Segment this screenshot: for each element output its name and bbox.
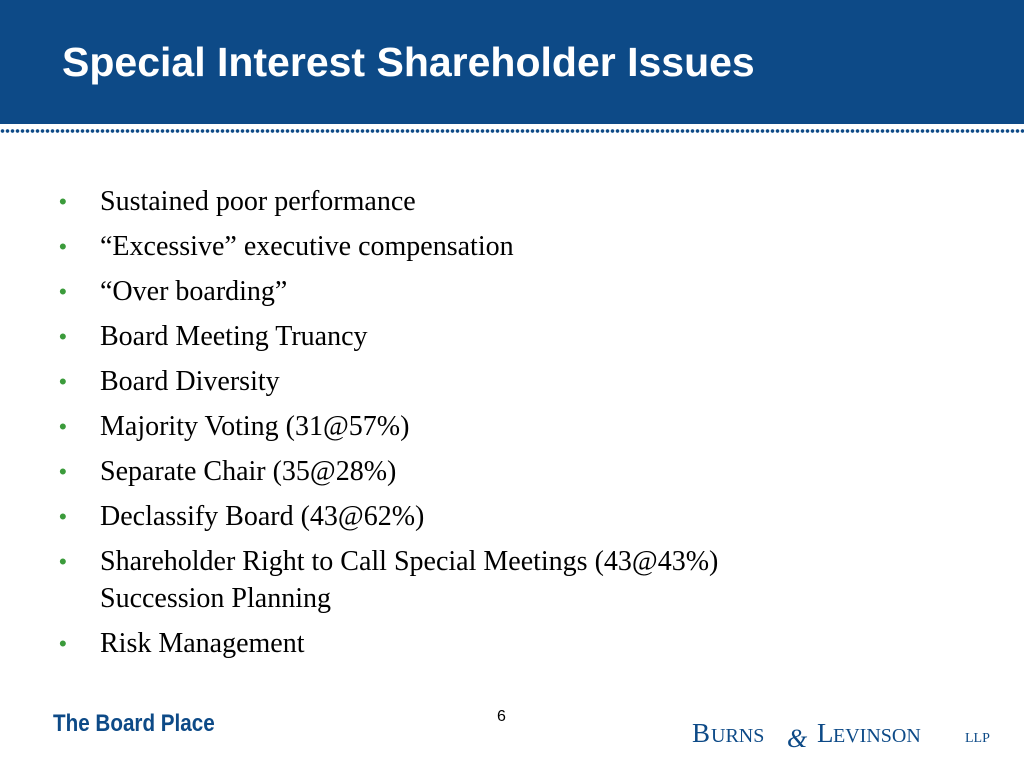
bullet-item: • Board Meeting Truancy [0, 318, 718, 355]
slide-title: Special Interest Shareholder Issues [62, 39, 755, 85]
bullet-dot-icon: • [59, 459, 67, 484]
bullet-item: • “Excessive” executive compensation [0, 228, 718, 265]
bullet-text: Majority Voting (31@57%) [100, 411, 410, 442]
bullet-text: Declassify Board (43@62%) [100, 501, 425, 532]
bullet-text: Separate Chair (35@28%) [100, 456, 397, 487]
bullet-text: Risk Management [100, 628, 305, 659]
bullet-item: • Shareholder Right to Call Special Meeti… [0, 543, 718, 617]
bullet-list: • Sustained poor performance • “Excessive” … [0, 183, 718, 670]
bullet-dot-icon: • [59, 631, 67, 656]
svg-text:LLP: LLP [965, 731, 990, 746]
bullet-text: Board Diversity [100, 366, 280, 397]
bullet-dot-icon: • [59, 369, 67, 394]
bullet-text: Succession Planning [100, 583, 331, 614]
svg-text:&: & [787, 724, 808, 753]
bullet-text: “Excessive” executive compensation [100, 231, 514, 262]
bullet-item: • Separate Chair (35@28%) [0, 453, 718, 490]
bullet-dot-icon: • [59, 504, 67, 529]
svg-text:URNS: URNS [711, 725, 764, 747]
dotted-divider [0, 128, 1024, 134]
bullet-dot-icon: • [59, 234, 67, 259]
page-number: 6 [497, 708, 506, 725]
bullet-dot-icon: • [59, 414, 67, 439]
bullet-dot-icon: • [59, 549, 67, 574]
bullet-text: Shareholder Right to Call Special Meetin… [100, 546, 719, 577]
bullet-item: • “Over boarding” [0, 273, 718, 310]
bullet-item: • Majority Voting (31@57%) [0, 408, 718, 445]
bullet-dot-icon: • [59, 279, 67, 304]
bullet-item: • Sustained poor performance [0, 183, 718, 220]
bullet-item: • Risk Management [0, 625, 718, 662]
burns-levinson-logo: B URNS & L EVINSON LLP [692, 718, 990, 753]
bullet-text: Board Meeting Truancy [100, 321, 368, 352]
svg-text:B: B [692, 718, 710, 748]
footer-brand-text: The Board Place [53, 710, 215, 737]
bullet-dot-icon: • [59, 324, 67, 349]
svg-text:L: L [817, 718, 834, 748]
bullet-dot-icon: • [59, 189, 67, 214]
bullet-item: • Declassify Board (43@62%) [0, 498, 718, 535]
svg-text:EVINSON: EVINSON [833, 725, 921, 747]
bullet-text: Sustained poor performance [100, 186, 416, 217]
bullet-item: • Board Diversity [0, 363, 718, 400]
title-bar: Special Interest Shareholder Issues [0, 0, 1024, 124]
bullet-text: “Over boarding” [100, 276, 288, 307]
